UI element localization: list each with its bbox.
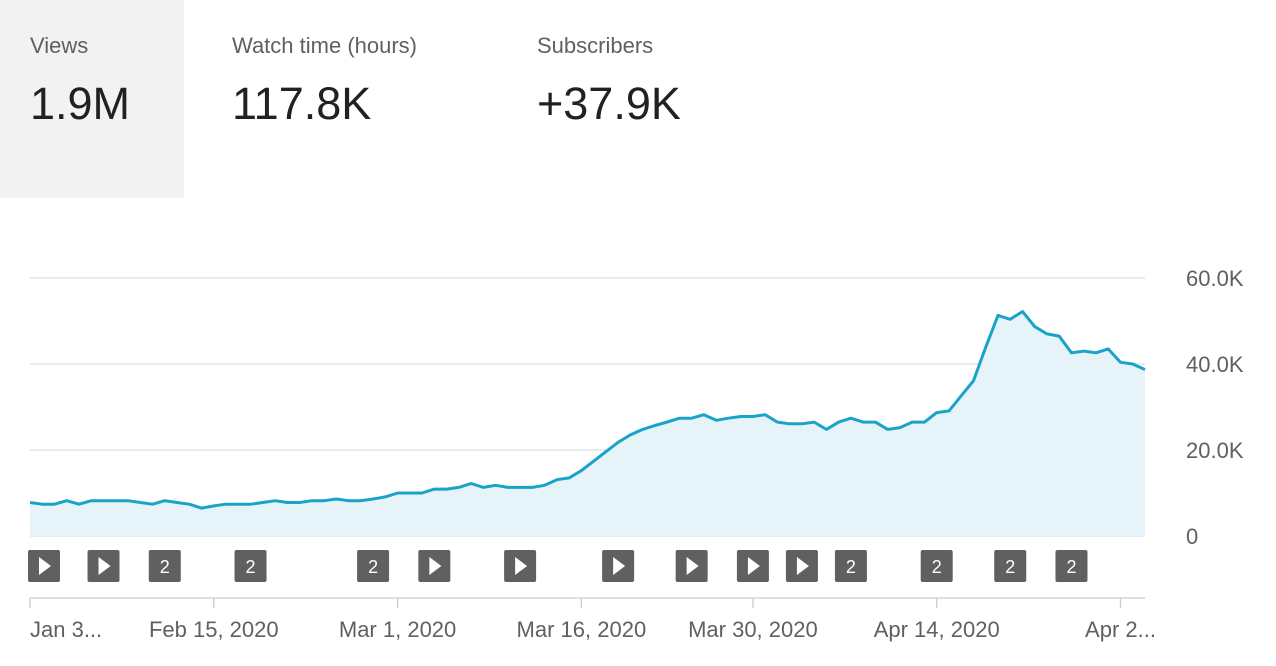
marker-count: 2 [1005, 557, 1015, 577]
marker-box [357, 550, 390, 582]
play-icon [515, 557, 528, 575]
marker-box [920, 550, 953, 582]
marker-box [148, 550, 181, 582]
series-area [30, 311, 1145, 536]
video-count-marker: 2 [1055, 550, 1088, 582]
y-tick-label: 60.0K [1186, 266, 1244, 291]
metric-label: Subscribers [537, 33, 654, 58]
video-count-marker: 2 [148, 550, 181, 582]
video-marker [675, 550, 708, 582]
video-marker [28, 550, 60, 582]
y-axis: 60.0K 40.0K 20.0K 0 [1186, 266, 1244, 549]
play-icon [686, 557, 699, 575]
video-count-marker: 2 [920, 550, 953, 582]
y-tick-label: 40.0K [1186, 352, 1244, 377]
metric-label: Views [30, 33, 89, 58]
x-tick-label: Jan 3... [30, 617, 102, 642]
x-tick-label: Mar 1, 2020 [339, 617, 456, 642]
video-marker [785, 550, 818, 582]
video-marker [87, 550, 120, 582]
y-tick-label: 20.0K [1186, 438, 1244, 463]
x-tick-label: Feb 15, 2020 [149, 617, 279, 642]
video-count-marker: 2 [994, 550, 1027, 582]
play-icon [613, 557, 626, 575]
marker-box [1055, 550, 1088, 582]
marker-box [234, 550, 267, 582]
video-marker [504, 550, 537, 582]
metric-value: 1.9M [30, 78, 131, 129]
metric-tab-subscribers[interactable]: Subscribers +37.9K [507, 0, 767, 198]
play-icon [429, 557, 442, 575]
video-marker [418, 550, 451, 582]
marker-count: 2 [1066, 557, 1076, 577]
x-tick-label: Apr 14, 2020 [874, 617, 1000, 642]
metric-label: Watch time (hours) [232, 33, 418, 58]
video-count-marker: 2 [357, 550, 390, 582]
video-count-marker: 2 [234, 550, 267, 582]
y-tick-label: 0 [1186, 524, 1198, 549]
x-tick-label: Apr 2... [1085, 617, 1156, 642]
annotation-markers: 2 2 2 2 2 2 2 [28, 550, 1088, 582]
x-axis: Jan 3... Feb 15, 2020 Mar 1, 2020 Mar 16, 2… [29, 597, 1156, 642]
series-line [29, 310, 1146, 510]
metric-tab-views[interactable]: Views 1.9M [0, 0, 184, 198]
marker-count: 2 [246, 557, 256, 577]
marker-box [834, 550, 867, 582]
x-tick-label: Mar 30, 2020 [688, 617, 818, 642]
video-marker [736, 550, 769, 582]
x-tick-label: Mar 16, 2020 [517, 617, 647, 642]
play-icon [796, 557, 809, 575]
marker-count: 2 [160, 557, 170, 577]
play-icon [39, 557, 51, 575]
video-marker [602, 550, 635, 582]
marker-count: 2 [368, 557, 378, 577]
metric-tab-watch-time[interactable]: Watch time (hours) 117.8K [202, 0, 492, 198]
marker-box [994, 550, 1027, 582]
play-icon [747, 557, 760, 575]
metric-value: +37.9K [537, 78, 681, 129]
video-count-marker: 2 [834, 550, 867, 582]
metric-value: 117.8K [232, 78, 372, 129]
marker-count: 2 [932, 557, 942, 577]
play-icon [98, 557, 111, 575]
marker-count: 2 [846, 557, 856, 577]
